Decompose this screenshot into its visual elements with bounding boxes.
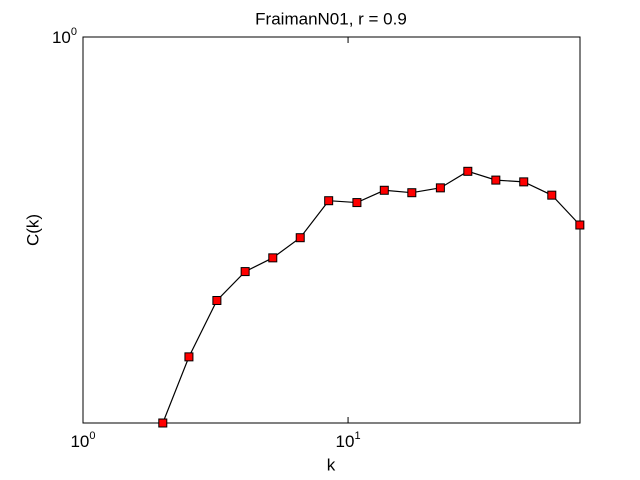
data-marker bbox=[295, 233, 305, 243]
data-marker bbox=[435, 183, 445, 193]
data-marker bbox=[184, 352, 194, 362]
y-axis-label: C(k) bbox=[23, 214, 42, 246]
chart-title: FraimanN01, r = 0.9 bbox=[255, 9, 407, 28]
data-marker bbox=[491, 175, 501, 185]
data-marker bbox=[407, 188, 417, 198]
plot-area bbox=[82, 36, 581, 424]
x-tick-label: 101 bbox=[336, 430, 361, 452]
data-marker bbox=[158, 418, 168, 428]
data-marker bbox=[379, 185, 389, 195]
data-marker bbox=[547, 190, 557, 200]
data-marker bbox=[240, 267, 250, 277]
data-marker bbox=[212, 295, 222, 305]
data-line bbox=[162, 170, 581, 424]
data-marker bbox=[463, 166, 473, 176]
data-marker bbox=[268, 253, 278, 263]
data-marker bbox=[352, 198, 362, 208]
x-axis-label: k bbox=[327, 455, 336, 474]
data-marker bbox=[575, 220, 585, 230]
data-marker bbox=[519, 177, 529, 187]
data-marker bbox=[324, 196, 334, 206]
x-tick-label: 100 bbox=[70, 430, 95, 452]
y-tick-label: 100 bbox=[52, 26, 77, 48]
